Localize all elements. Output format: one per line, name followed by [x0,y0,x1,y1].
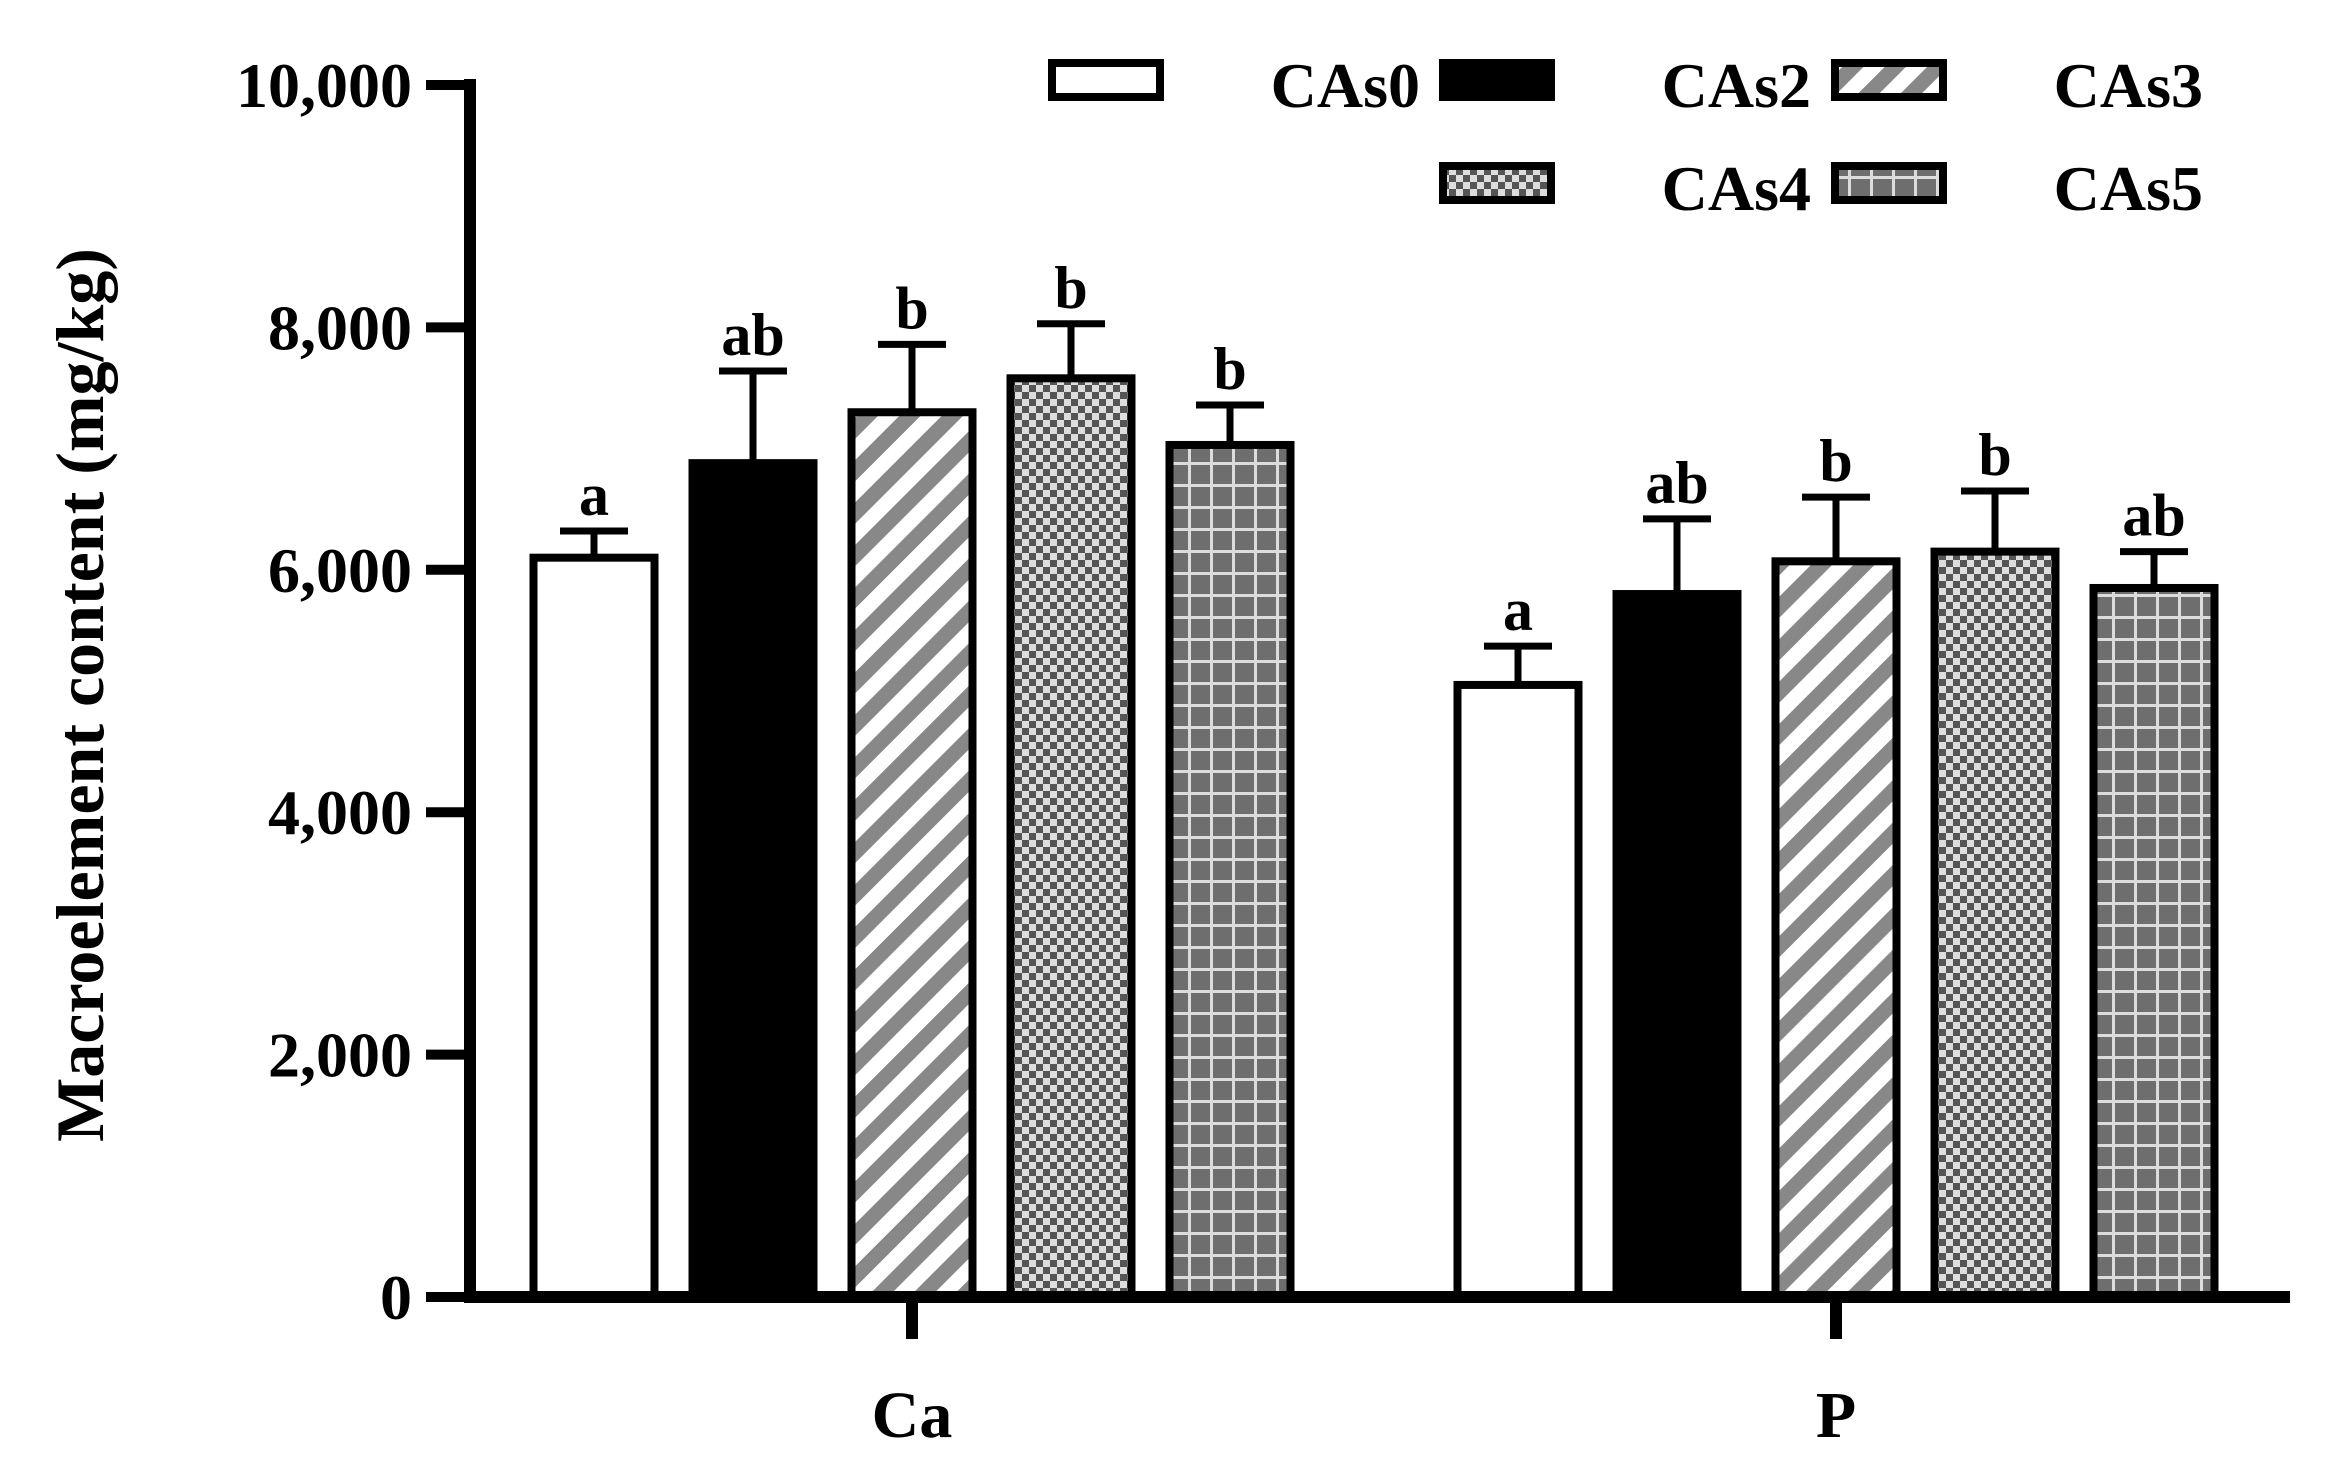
x-tick-label: P [1816,1379,1856,1452]
significance-label: a [579,462,609,528]
significance-label: ab [721,302,784,368]
x-tick-label: Ca [872,1379,953,1452]
bar-cas0-ca [529,553,659,1301]
legend-label-cas2: CAs2 [1662,50,1811,121]
significance-label: b [1819,428,1852,494]
y-tick-label: 4,000 [268,777,412,848]
legend-label-cas4: CAs4 [1662,153,1811,224]
significance-label: b [1054,255,1087,321]
y-axis-title: Macroelement content (mg/kg) [42,248,118,1142]
y-tick-label: 6,000 [268,535,412,606]
legend-swatch-cas4 [1439,162,1555,204]
bar-cas3-ca [847,408,977,1301]
bar-cas0-p [1453,680,1583,1301]
bar-cas5-p [2089,583,2219,1301]
bar-cas4-p [1930,547,2060,1301]
legend-swatch-cas0 [1048,59,1164,101]
bar-cas2-p [1612,590,1742,1301]
y-tick-label: 10,000 [236,50,412,121]
legend-swatch-cas2 [1439,59,1555,101]
legend-swatch-cas3 [1831,59,1947,101]
bar-cas3-p [1771,557,1901,1301]
significance-label: b [1978,422,2011,488]
legend-label-cas0: CAs0 [1271,50,1420,121]
bar-cas4-ca [1006,374,1136,1301]
legend-label-cas5: CAs5 [2054,153,2203,224]
significance-label: b [1213,336,1246,402]
legend-swatch-cas5 [1831,162,1947,204]
bar-cas5-ca [1165,440,1295,1301]
y-tick-label: 0 [380,1262,412,1333]
significance-label: a [1503,577,1533,643]
legend-label-cas3: CAs3 [2054,50,2203,121]
y-tick-label: 8,000 [268,292,412,363]
significance-label: ab [2122,483,2185,549]
y-tick-label: 2,000 [268,1020,412,1091]
bar-cas2-ca [688,459,818,1302]
significance-label: ab [1645,450,1708,516]
significance-label: b [895,275,928,341]
